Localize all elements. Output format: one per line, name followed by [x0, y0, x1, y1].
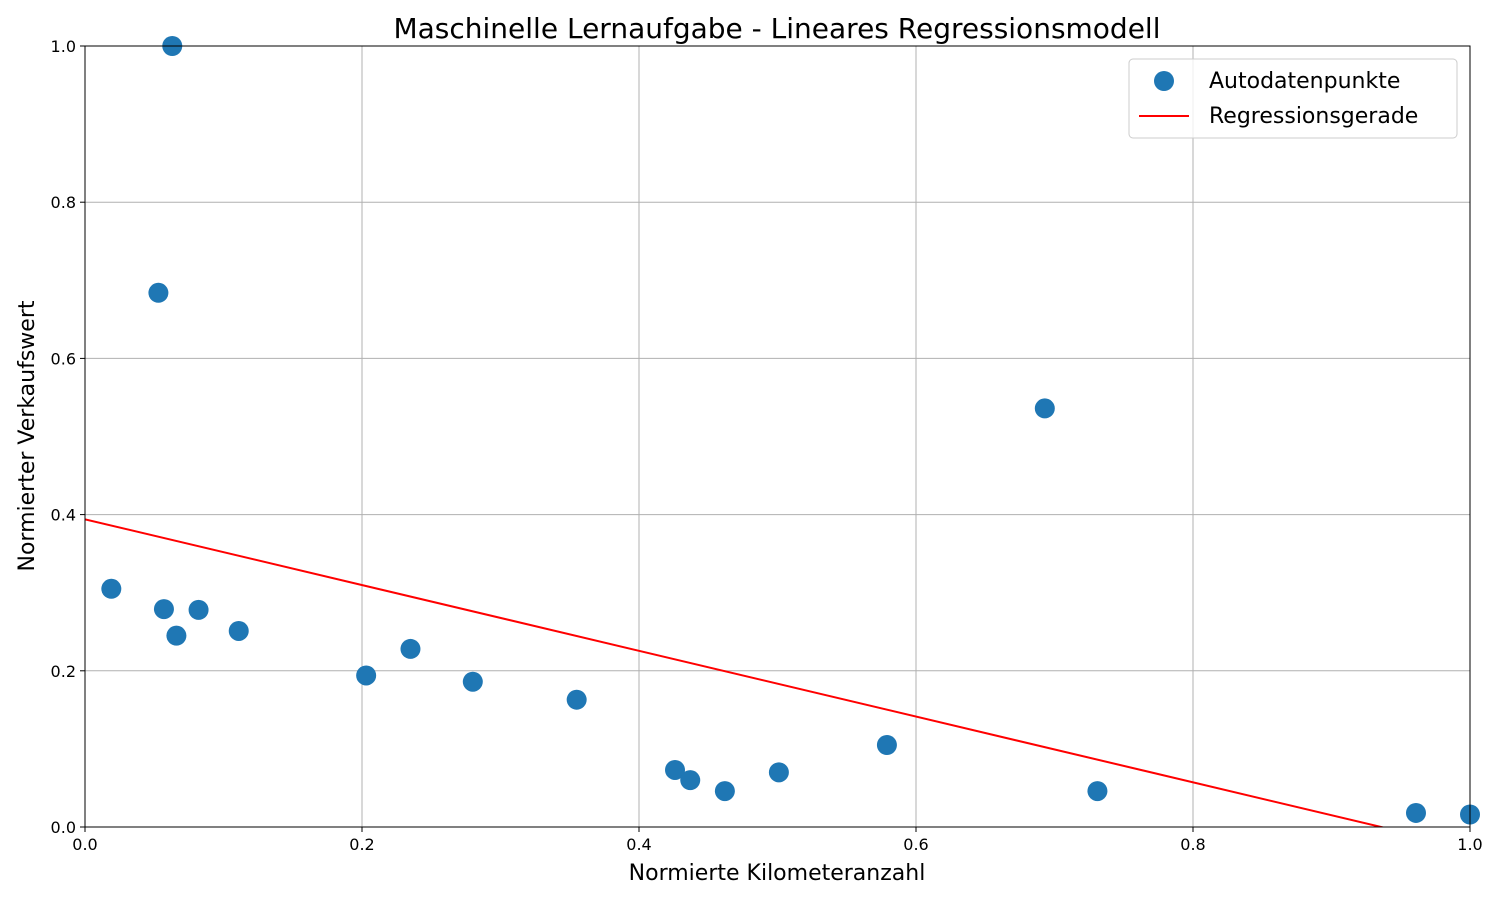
- y-tick-label: 0.6: [51, 349, 76, 368]
- scatter-point: [148, 282, 169, 303]
- x-axis-label: Normierte Kilometeranzahl: [629, 861, 926, 886]
- scatter-point: [101, 578, 122, 599]
- y-tick-label: 1.0: [51, 37, 76, 56]
- x-tick-label: 0.0: [72, 835, 97, 854]
- regression-line: [85, 518, 1386, 827]
- x-tick-label: 0.2: [349, 835, 374, 854]
- scatter-point: [1034, 398, 1055, 419]
- scatter-point: [665, 759, 686, 780]
- scatter-point: [153, 599, 174, 620]
- legend-label-autodatenpunkte: Autodatenpunkte: [1209, 69, 1400, 94]
- scatter-point: [714, 781, 735, 802]
- x-tick-label: 1.0: [1457, 835, 1482, 854]
- x-tick-label: 0.4: [626, 835, 651, 854]
- scatter-point: [228, 620, 249, 641]
- scatter-point: [166, 625, 187, 646]
- scatter-point: [876, 734, 897, 755]
- legend-marker-autodatenpunkte: [1154, 71, 1174, 91]
- scatter-point: [1087, 781, 1108, 802]
- scatter-point: [566, 689, 587, 710]
- scatter-points-layer: [101, 36, 1480, 825]
- scatter-point: [188, 599, 209, 620]
- chart-title: Maschinelle Lernaufgabe - Lineares Regre…: [393, 12, 1160, 45]
- x-tick-label: 0.8: [1180, 835, 1205, 854]
- scatter-point: [768, 762, 789, 783]
- scatter-point: [400, 638, 421, 659]
- y-tick-label: 0.4: [51, 506, 76, 525]
- scatter-point: [356, 665, 377, 686]
- plot-frame: [84, 45, 1471, 828]
- y-axis-label: Normierter Verkaufswert: [15, 300, 40, 571]
- x-tick-label: 0.6: [903, 835, 928, 854]
- legend-frame: [1128, 58, 1458, 139]
- scatter-point: [1405, 802, 1426, 823]
- y-tick-label: 0.8: [51, 193, 76, 212]
- y-tick-label: 0.2: [51, 662, 76, 681]
- y-axis-ticks: 0.0 0.2 0.4 0.6 0.8 1.0: [51, 37, 85, 837]
- y-tick-label: 0.0: [51, 818, 76, 837]
- scatter-point: [462, 671, 483, 692]
- x-axis-ticks: 0.0 0.2 0.4 0.6 0.8 1.0: [72, 827, 1483, 854]
- scatter-point: [680, 770, 701, 791]
- legend: Autodatenpunkte Regressionsgerade: [1128, 58, 1458, 139]
- legend-label-regressionsgerade: Regressionsgerade: [1209, 104, 1418, 129]
- plot-area: [85, 46, 1470, 827]
- regression-line-layer: [85, 518, 1386, 827]
